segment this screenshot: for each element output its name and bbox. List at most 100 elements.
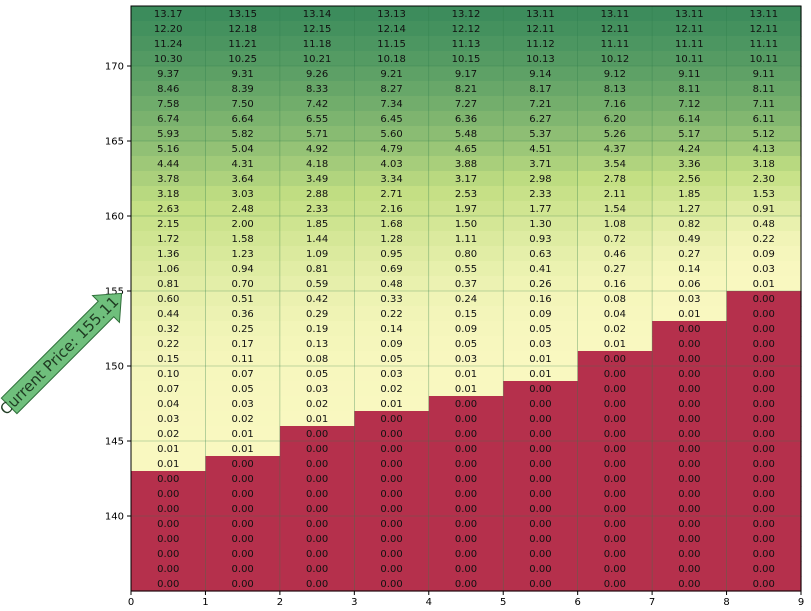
cell-value-label: 5.26 <box>604 129 626 140</box>
cell-value-label: 6.55 <box>306 114 328 125</box>
x-tick-label: 0 <box>128 597 134 608</box>
cell-value-label: 0.00 <box>232 504 254 515</box>
cell-value-label: 0.00 <box>604 519 626 530</box>
heatmap-cell <box>652 96 728 112</box>
cell-value-label: 9.26 <box>306 69 328 80</box>
cell-value-label: 2.15 <box>157 219 179 230</box>
cell-value-label: 3.34 <box>380 174 402 185</box>
cell-value-label: 0.00 <box>604 474 626 485</box>
cell-value-labels: 13.17 12.20 11.24 10.30 9.37 8.46 7.58 6.74 5.93… <box>154 9 778 590</box>
cell-value-label: 0.00 <box>455 519 477 530</box>
cell-value-label: 0.00 <box>753 504 775 515</box>
cell-value-label: 0.00 <box>232 534 254 545</box>
cell-value-label: 8.27 <box>380 84 402 95</box>
cell-value-label: 2.33 <box>529 189 551 200</box>
cell-value-label: 0.00 <box>678 549 700 560</box>
cell-value-label: 0.00 <box>753 474 775 485</box>
cell-value-label: 0.00 <box>604 444 626 455</box>
heatmap-cell <box>577 171 653 187</box>
cell-value-label: 0.01 <box>232 429 254 440</box>
heatmap-cell <box>354 306 430 322</box>
heatmap-cell <box>428 546 504 562</box>
heatmap-cell <box>577 156 653 172</box>
heatmap-cell <box>652 306 728 322</box>
heatmap-cell <box>205 111 281 127</box>
heatmap-cell <box>652 486 728 502</box>
heatmap-cell <box>652 381 728 397</box>
cell-value-label: 0.00 <box>306 549 328 560</box>
heatmap-cell <box>503 501 579 517</box>
cell-value-label: 0.01 <box>455 384 477 395</box>
cell-value-label: 7.12 <box>678 99 700 110</box>
cell-value-label: 4.79 <box>380 144 402 155</box>
cell-value-label: 0.00 <box>529 519 551 530</box>
current-price-label: Current Price: 155.11 <box>0 293 122 419</box>
heatmap-cell <box>354 81 430 97</box>
cell-value-label: 0.00 <box>529 384 551 395</box>
heatmap-cell <box>503 366 579 382</box>
cell-value-label: 0.00 <box>455 579 477 590</box>
heatmap-cell <box>726 111 802 127</box>
cell-value-label: 0.00 <box>306 444 328 455</box>
cell-value-label: 0.13 <box>306 339 328 350</box>
cell-value-label: 0.00 <box>604 549 626 560</box>
heatmap-cell <box>503 51 579 67</box>
heatmap-cell <box>205 396 281 412</box>
cell-value-label: 0.00 <box>157 564 179 575</box>
y-tick-label: 140 <box>105 512 124 523</box>
cell-value-label: 0.00 <box>678 324 700 335</box>
heatmap-cell <box>279 36 355 52</box>
heatmap-cell <box>503 546 579 562</box>
heatmap-cell <box>652 561 728 577</box>
heatmap-cell <box>279 411 355 427</box>
heatmap-cell <box>503 516 579 532</box>
heatmap-cell <box>354 321 430 337</box>
cell-value-label: 3.17 <box>455 174 477 185</box>
cell-value-label: 2.00 <box>232 219 254 230</box>
heatmap-cell <box>354 576 430 592</box>
heatmap-cell <box>726 336 802 352</box>
cell-value-label: 0.00 <box>157 534 179 545</box>
heatmap-cell <box>503 66 579 82</box>
cell-value-label: 0.00 <box>306 534 328 545</box>
cell-value-label: 0.00 <box>604 384 626 395</box>
cell-value-label: 0.00 <box>380 549 402 560</box>
heatmap-cell <box>205 186 281 202</box>
cell-value-label: 0.63 <box>529 249 551 260</box>
heatmap-cell <box>428 426 504 442</box>
cell-value-label: 0.03 <box>157 414 179 425</box>
heatmap-cell <box>428 111 504 127</box>
cell-value-label: 1.77 <box>529 204 551 215</box>
cell-value-label: 3.64 <box>232 174 254 185</box>
heatmap-cell <box>577 6 653 22</box>
heatmap-cell <box>428 531 504 547</box>
cell-value-label: 0.60 <box>157 294 179 305</box>
heatmap-cell <box>354 216 430 232</box>
cell-value-label: 0.00 <box>678 414 700 425</box>
cell-value-label: 5.04 <box>232 144 254 155</box>
heatmap-cell <box>131 546 207 562</box>
cell-value-label: 0.00 <box>678 369 700 380</box>
cell-value-label: 0.16 <box>604 279 626 290</box>
heatmap-cell <box>503 96 579 112</box>
cell-value-label: 0.00 <box>306 459 328 470</box>
heatmap-cell <box>503 291 579 307</box>
cell-value-label: 0.00 <box>455 564 477 575</box>
heatmap-cell <box>205 21 281 37</box>
cell-value-label: 0.00 <box>306 489 328 500</box>
heatmap-cell <box>354 291 430 307</box>
cell-value-label: 11.11 <box>601 39 630 50</box>
heatmap-cell <box>131 486 207 502</box>
cell-value-label: 0.00 <box>604 504 626 515</box>
cell-value-label: 6.36 <box>455 114 477 125</box>
x-tick-label: 1 <box>202 597 208 608</box>
cell-value-label: 13.13 <box>377 9 406 20</box>
cell-value-label: 0.00 <box>380 534 402 545</box>
heatmap-cell <box>205 546 281 562</box>
heatmap-cell <box>279 276 355 292</box>
cell-value-label: 1.85 <box>306 219 328 230</box>
heatmap-cell <box>652 21 728 37</box>
cell-value-label: 1.53 <box>753 189 775 200</box>
heatmap-cell <box>354 111 430 127</box>
cell-value-label: 0.00 <box>678 354 700 365</box>
